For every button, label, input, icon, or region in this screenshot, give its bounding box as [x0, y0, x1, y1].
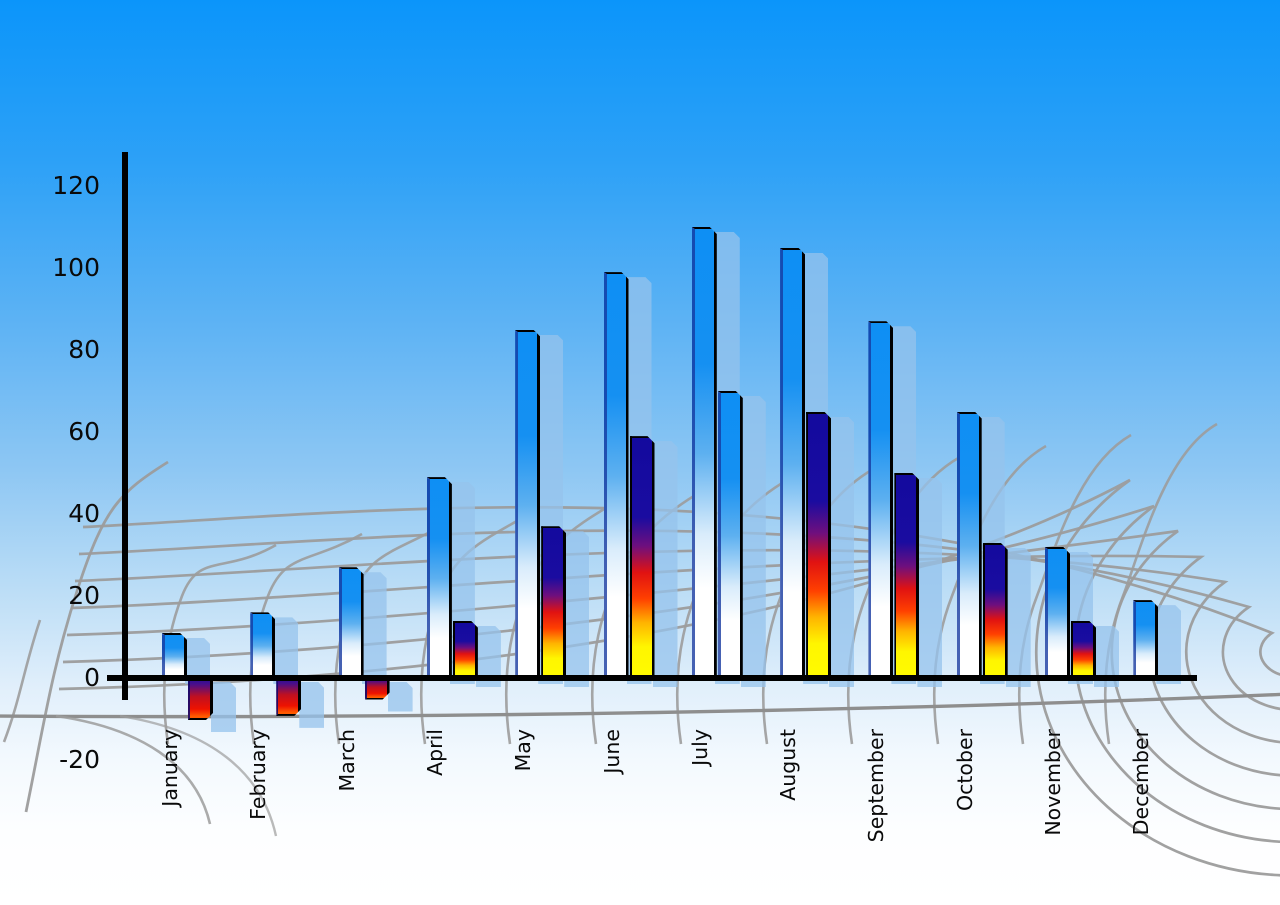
bar-april-primary	[427, 477, 452, 678]
echo-september-secondary	[917, 478, 942, 687]
x-axis-label-april: April	[422, 729, 447, 776]
bar-october-primary	[957, 412, 982, 679]
x-axis-label-august: August	[776, 729, 801, 801]
echo-february-secondary	[299, 682, 324, 728]
x-axis-label-may: May	[511, 729, 536, 772]
bar-may-secondary	[541, 526, 566, 678]
x-axis-label-november: November	[1041, 729, 1065, 836]
bar-september-primary	[868, 321, 893, 678]
y-axis-label-40: 40	[68, 499, 100, 528]
bar-february-primary	[250, 612, 275, 678]
echo-june-secondary	[653, 441, 678, 687]
y-axis-label-60: 60	[68, 417, 100, 446]
bar-october-secondary	[983, 543, 1008, 678]
echo-march-secondary	[388, 682, 413, 712]
bar-september-secondary	[894, 473, 919, 678]
bar-november-primary	[1045, 547, 1070, 678]
bar-july-secondary	[718, 391, 743, 678]
bar-january-secondary	[188, 677, 213, 720]
x-axis-label-march: March	[334, 729, 359, 792]
y-axis-label-80: 80	[68, 335, 100, 364]
x-axis-label-june: June	[599, 729, 624, 774]
echo-december-primary	[1156, 605, 1181, 684]
bar-february-secondary	[276, 677, 301, 716]
bar-march-secondary	[365, 677, 390, 700]
echo-august-secondary	[829, 417, 854, 688]
y-axis-label--20: -20	[59, 745, 100, 774]
x-axis-label-february: February	[246, 729, 271, 820]
bar-august-primary	[780, 248, 805, 679]
bar-july-primary	[692, 227, 717, 678]
bar-march-primary	[339, 567, 364, 678]
echo-february-primary	[273, 617, 298, 684]
echo-may-secondary	[564, 531, 589, 687]
x-axis-label-july: July	[687, 729, 712, 766]
bar-april-secondary	[453, 621, 478, 678]
y-axis-label-100: 100	[52, 253, 100, 282]
bar-january-primary	[162, 633, 187, 678]
x-axis-label-october: October	[952, 729, 977, 812]
echo-july-secondary	[741, 396, 766, 687]
echo-january-secondary	[211, 682, 236, 732]
y-axis-label-120: 120	[52, 171, 100, 200]
bar-november-secondary	[1071, 621, 1096, 678]
x-axis-label-september: September	[864, 729, 889, 843]
bar-june-secondary	[630, 436, 655, 678]
bar-may-primary	[515, 330, 540, 679]
y-axis-label-0: 0	[84, 663, 100, 692]
echo-october-secondary	[1006, 548, 1031, 687]
x-axis-label-january: January	[158, 729, 182, 807]
echo-march-primary	[362, 572, 387, 684]
x-axis-label-december: December	[1129, 729, 1154, 836]
bar-december-primary	[1133, 600, 1158, 678]
bar-august-secondary	[806, 412, 831, 679]
y-axis-label-20: 20	[68, 581, 100, 610]
bar-june-primary	[604, 272, 629, 678]
